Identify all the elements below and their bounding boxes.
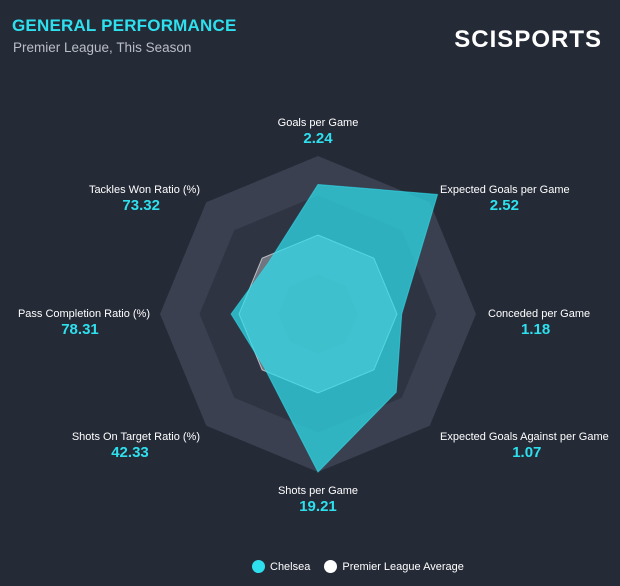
chart-legend: Chelsea Premier League Average [252, 560, 470, 573]
axis-label-5: Shots On Target Ratio (%) [72, 431, 200, 443]
axis-value-5: 42.33 [111, 444, 149, 461]
legend-swatch-chelsea [252, 560, 265, 573]
scisports-logo: SCISPORTS [454, 26, 602, 53]
axis-value-2: 1.18 [521, 321, 550, 338]
legend-item-average[interactable]: Premier League Average [324, 560, 464, 573]
axis-label-4: Shots per Game [278, 485, 358, 497]
legend-label-chelsea: Chelsea [270, 560, 311, 573]
axis-label-7: Tackles Won Ratio (%) [89, 184, 200, 196]
axis-label-1: Expected Goals per Game [440, 184, 570, 196]
axis-label-3: Expected Goals Against per Game [440, 431, 609, 443]
axis-value-1: 2.52 [490, 197, 519, 214]
axis-value-0: 2.24 [303, 130, 333, 147]
axis-label-0: Goals per Game [278, 117, 359, 129]
legend-item-chelsea[interactable]: Chelsea [252, 560, 310, 573]
axis-value-3: 1.07 [512, 444, 541, 461]
axis-label-2: Conceded per Game [488, 308, 590, 320]
axis-label-6: Pass Completion Ratio (%) [18, 308, 150, 320]
page-subtitle: Premier League, This Season [13, 40, 192, 55]
series-chelsea-area [230, 183, 439, 473]
axis-value-4: 19.21 [299, 498, 337, 515]
axis-value-7: 73.32 [122, 197, 160, 214]
page-title: GENERAL PERFORMANCE [12, 16, 237, 35]
axis-value-6: 78.31 [61, 321, 99, 338]
legend-swatch-average [324, 560, 338, 573]
legend-label-average: Premier League Average [342, 560, 464, 573]
